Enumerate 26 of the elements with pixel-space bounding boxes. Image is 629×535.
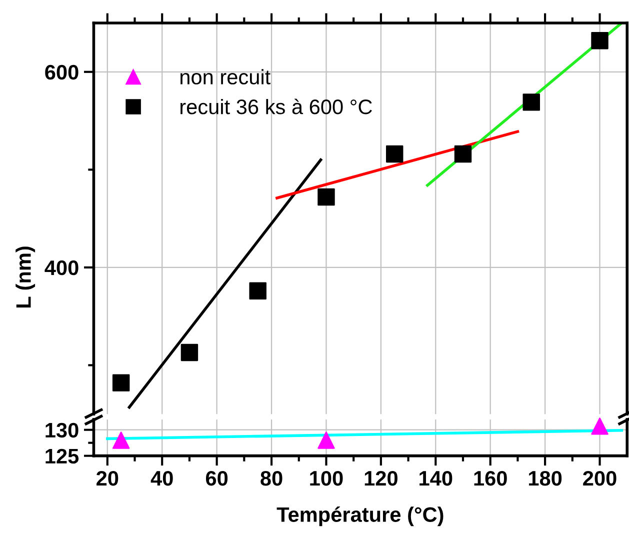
point — [386, 145, 404, 163]
legend-label: recuit 36 ks à 600 °C — [180, 98, 372, 114]
y-tick-label: 125 — [46, 448, 79, 464]
legend-label: non recuit — [180, 69, 270, 84]
x-tick-label: 20 — [96, 470, 118, 486]
x-tick-label: 160 — [474, 470, 507, 486]
y-tick-label: 130 — [46, 422, 78, 438]
x-tick-label: 80 — [260, 470, 282, 486]
x-tick-label: 40 — [150, 470, 173, 486]
x-tick-label: 120 — [364, 470, 398, 486]
x-tick-label: 100 — [310, 470, 343, 486]
point — [249, 282, 266, 300]
y-tick-label: 600 — [45, 64, 78, 80]
point — [112, 374, 130, 392]
point — [180, 344, 198, 362]
x-axis-title: Température (°C) — [276, 506, 444, 526]
x-tick-label: 180 — [528, 470, 562, 486]
x-tick-label: 200 — [583, 470, 616, 486]
point — [522, 94, 540, 111]
point — [318, 188, 335, 206]
point — [454, 145, 472, 163]
y-axis-title: L (nm) — [16, 246, 36, 308]
x-tick-label: 140 — [420, 470, 452, 486]
y-tick-label: 400 — [44, 260, 78, 276]
point — [591, 32, 608, 50]
x-tick-label: 60 — [206, 470, 228, 486]
